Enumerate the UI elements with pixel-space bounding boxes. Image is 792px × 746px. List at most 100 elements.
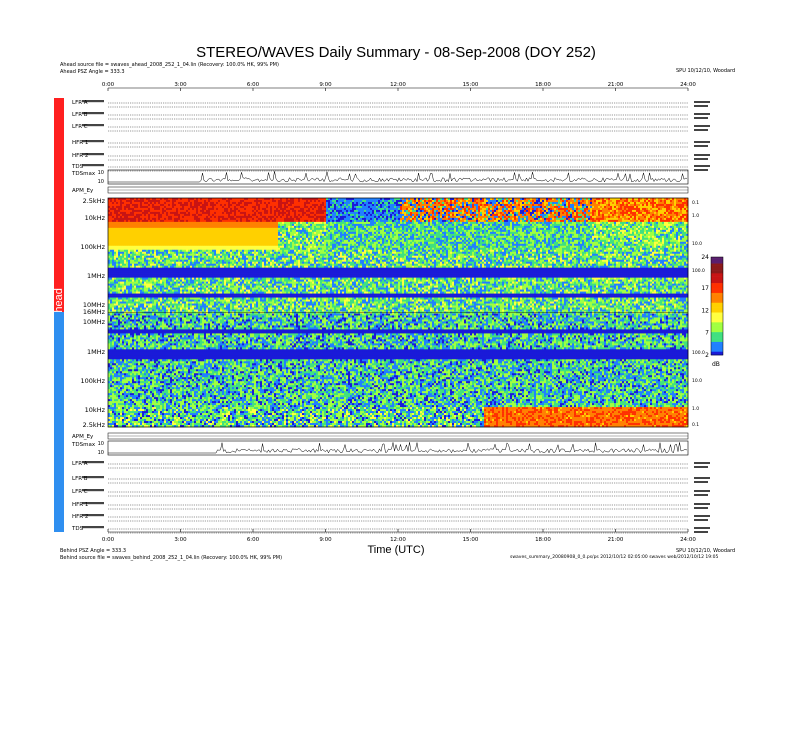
heatmap-cell	[382, 210, 384, 212]
heatmap-cell	[214, 210, 216, 212]
heatmap-cell	[570, 208, 572, 210]
heatmap-cell	[584, 208, 586, 210]
heatmap-cell	[554, 206, 556, 208]
heatmap-cell	[560, 214, 562, 216]
heatmap-cell	[214, 208, 216, 210]
heatmap-cell	[250, 216, 252, 218]
heatmap-cell	[622, 202, 624, 204]
heatmap-cell	[184, 224, 186, 226]
heatmap-cell	[680, 208, 682, 210]
heatmap-cell	[594, 210, 596, 212]
heatmap-cell	[384, 222, 386, 224]
heatmap-cell	[220, 222, 222, 224]
heatmap-cell	[154, 200, 156, 202]
heatmap-cell	[670, 216, 672, 218]
heatmap-cell	[630, 222, 632, 224]
heatmap-cell	[386, 210, 388, 212]
heatmap-cell	[422, 222, 424, 224]
heatmap-cell	[336, 218, 338, 220]
heatmap-cell	[410, 220, 412, 222]
heatmap-cell	[670, 218, 672, 220]
heatmap-cell	[534, 220, 536, 222]
heatmap-cell	[222, 216, 224, 218]
heatmap-cell	[146, 200, 148, 202]
heatmap-cell	[434, 222, 436, 224]
heatmap-cell	[556, 216, 558, 218]
heatmap-cell	[328, 216, 330, 218]
heatmap-cell	[118, 210, 120, 212]
heatmap-cell	[468, 200, 470, 202]
heatmap-cell	[616, 212, 618, 214]
heatmap-cell	[546, 204, 548, 206]
heatmap-cell	[188, 204, 190, 206]
heatmap-cell	[634, 220, 636, 222]
heatmap-cell	[682, 222, 684, 224]
heatmap-cell	[456, 208, 458, 210]
heatmap-cell	[544, 206, 546, 208]
heatmap-cell	[136, 216, 138, 218]
heatmap-cell	[666, 210, 668, 212]
heatmap-cell	[204, 212, 206, 214]
heatmap-cell	[198, 206, 200, 208]
heatmap-cell	[226, 218, 228, 220]
heatmap-cell	[596, 206, 598, 208]
heatmap-cell	[384, 206, 386, 208]
heatmap-cell	[244, 210, 246, 212]
heatmap-cell	[334, 210, 336, 212]
heatmap-cell	[526, 212, 528, 214]
heatmap-cell	[128, 210, 130, 212]
heatmap-cell	[664, 216, 666, 218]
heatmap-cell	[282, 216, 284, 218]
heatmap-cell	[298, 208, 300, 210]
heatmap-cell	[470, 216, 472, 218]
heatmap-cell	[414, 210, 416, 212]
heatmap-cell	[380, 214, 382, 216]
heatmap-cell	[362, 202, 364, 204]
heatmap-cell	[330, 204, 332, 206]
heatmap-cell	[234, 218, 236, 220]
heatmap-cell	[224, 214, 226, 216]
heatmap-cell	[158, 210, 160, 212]
heatmap-cell	[398, 220, 400, 222]
heatmap-cell	[168, 216, 170, 218]
heatmap-cell	[422, 200, 424, 202]
heatmap-cell	[474, 202, 476, 204]
heatmap-cell	[434, 218, 436, 220]
heatmap-cell	[430, 204, 432, 206]
heatmap-cell	[182, 224, 184, 226]
heatmap-cell	[668, 222, 670, 224]
heatmap-cell	[402, 204, 404, 206]
heatmap-cell	[678, 220, 680, 222]
heatmap-cell	[256, 210, 258, 212]
heatmap-cell	[122, 202, 124, 204]
heatmap-cell	[548, 220, 550, 222]
heatmap-cell	[138, 202, 140, 204]
heatmap-cell	[286, 212, 288, 214]
heatmap-cell	[168, 224, 170, 226]
heatmap-cell	[606, 204, 608, 206]
heatmap-cell	[464, 210, 466, 212]
heatmap-cell	[372, 212, 374, 214]
heatmap-cell	[578, 210, 580, 212]
heatmap-cell	[374, 208, 376, 210]
heatmap-cell	[208, 214, 210, 216]
heatmap-cell	[612, 212, 614, 214]
heatmap-cell	[438, 206, 440, 208]
heatmap-cell	[606, 202, 608, 204]
heatmap-cell	[412, 212, 414, 214]
heatmap-cell	[486, 204, 488, 206]
heatmap-cell	[140, 200, 142, 202]
heatmap-cell	[206, 204, 208, 206]
heatmap-cell	[160, 214, 162, 216]
heatmap-cell	[294, 216, 296, 218]
heatmap-cell	[442, 208, 444, 210]
heatmap-cell	[304, 202, 306, 204]
heatmap-cell	[418, 218, 420, 220]
heatmap-cell	[286, 206, 288, 208]
heatmap-cell	[212, 206, 214, 208]
heatmap-cell	[192, 214, 194, 216]
heatmap-cell	[570, 202, 572, 204]
heatmap-cell	[482, 210, 484, 212]
heatmap-cell	[192, 224, 194, 226]
heatmap-cell	[258, 204, 260, 206]
